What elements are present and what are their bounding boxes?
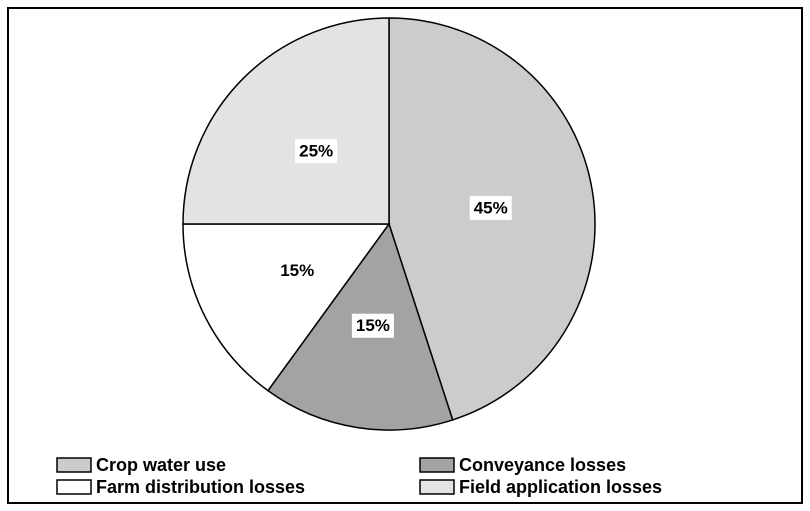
legend-swatch: [419, 479, 455, 495]
legend-swatch: [56, 457, 92, 473]
data-label: 15%: [356, 316, 390, 335]
label-box: [276, 258, 319, 283]
label-box: [351, 313, 394, 338]
pie-slice: [182, 223, 391, 392]
legend-label: Field application losses: [459, 477, 662, 497]
data-label: 15%: [280, 261, 314, 280]
legend-label: Farm distribution losses: [96, 477, 305, 497]
label-box: [295, 139, 338, 164]
data-label: 25%: [299, 142, 333, 161]
legend-label: Crop water use: [96, 455, 226, 475]
label-box: [469, 195, 512, 220]
legend-swatch: [56, 479, 92, 495]
legend-swatch: [419, 457, 455, 473]
legend-label: Conveyance losses: [459, 455, 626, 475]
data-label: 45%: [474, 198, 508, 217]
pie-slice: [182, 17, 390, 225]
